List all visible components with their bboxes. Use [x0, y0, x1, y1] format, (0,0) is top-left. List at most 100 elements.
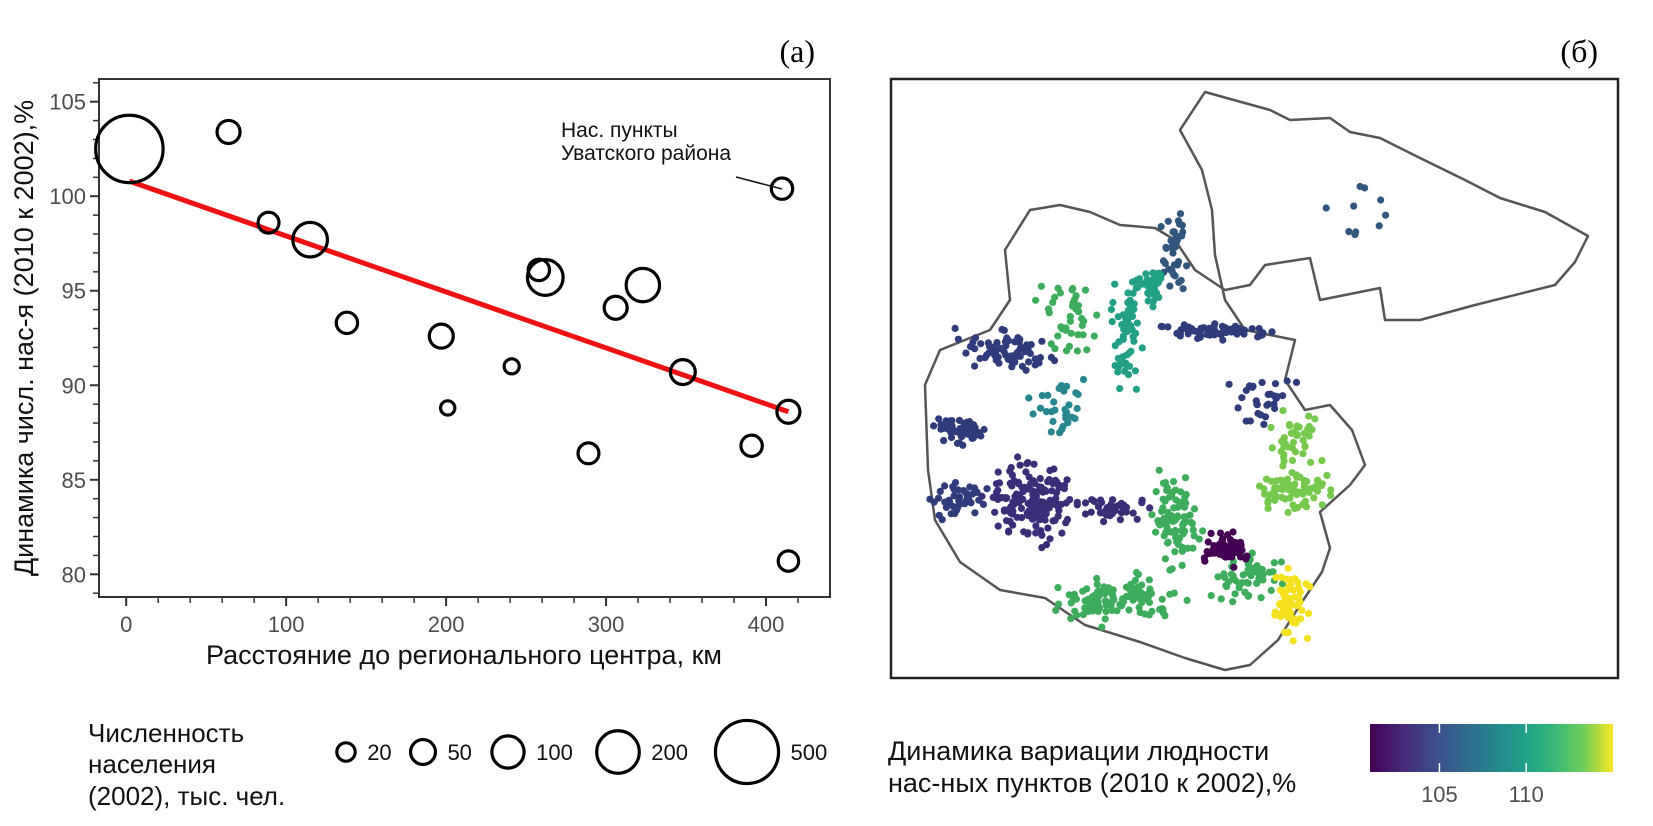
- settlement-dot: [1267, 586, 1275, 595]
- settlement-dot: [1229, 528, 1237, 536]
- settlement-dot: [1093, 311, 1101, 319]
- settlement-dot: [1162, 244, 1170, 252]
- settlement-dot: [1295, 594, 1303, 602]
- settlement-dot: [995, 479, 1004, 487]
- settlement-dot: [1237, 541, 1245, 549]
- size-key-circle: [713, 718, 781, 786]
- settlement-dot: [1261, 490, 1269, 498]
- settlement-dot: [1019, 488, 1027, 496]
- settlement-dot: [960, 487, 968, 495]
- settlement-dot: [1128, 326, 1136, 334]
- settlement-dot: [1051, 406, 1059, 414]
- settlement-dot: [1241, 588, 1249, 596]
- size-key-label: 20: [367, 740, 391, 765]
- settlement-dot: [1302, 503, 1310, 511]
- settlement-dot: [1124, 306, 1132, 314]
- settlement-dot: [1066, 313, 1074, 321]
- settlement-dot: [1014, 453, 1022, 461]
- settlement-dot: [1060, 485, 1068, 493]
- colorbar-ticks: 105 110: [1421, 724, 1544, 807]
- settlement-dot: [1134, 591, 1142, 599]
- y-tick-label: 100: [49, 184, 86, 209]
- settlement-dot: [1203, 548, 1211, 556]
- settlement-dot: [1063, 382, 1071, 390]
- settlement-dot: [1283, 377, 1291, 385]
- settlement-dot: [1097, 589, 1105, 597]
- settlement-dot: [1039, 486, 1047, 494]
- settlement-dot: [1277, 476, 1285, 484]
- settlement-dot: [1125, 606, 1133, 614]
- settlement-dot: [1178, 561, 1186, 570]
- points-group: [94, 113, 802, 573]
- settlement-dot: [1107, 305, 1115, 314]
- size-key-label: 50: [447, 740, 471, 765]
- settlement-dot: [1044, 391, 1052, 399]
- settlement-dot: [1227, 570, 1236, 578]
- settlement-dot: [1175, 534, 1184, 542]
- settlement-dot: [941, 482, 949, 490]
- settlement-dot: [1044, 524, 1052, 532]
- settlement-dot: [1361, 184, 1369, 192]
- settlement-dot: [1288, 456, 1297, 465]
- settlement-dot: [994, 468, 1002, 476]
- settlement-dot: [1149, 303, 1157, 311]
- settlement-dot: [1220, 325, 1228, 333]
- settlement-dot: [1144, 289, 1152, 297]
- settlement-dot: [1145, 576, 1153, 584]
- settlement-dot: [963, 494, 972, 502]
- settlement-dot: [1119, 597, 1127, 605]
- settlement-dot: [1382, 211, 1390, 219]
- settlement-dot: [1154, 517, 1162, 525]
- settlement-dot: [1001, 494, 1009, 502]
- settlement-dot: [1121, 367, 1129, 375]
- settlement-dot: [1216, 529, 1225, 537]
- settlement-dot: [1310, 494, 1318, 502]
- settlement-dot: [1170, 271, 1178, 279]
- settlement-dot: [1029, 491, 1037, 499]
- settlement-dot: [1074, 331, 1082, 339]
- data-point: [334, 310, 360, 336]
- settlement-dot: [1074, 390, 1082, 398]
- panel-b-tag: (б): [1560, 33, 1598, 69]
- y-tick-label: 80: [62, 562, 86, 587]
- settlement-dot: [1299, 490, 1307, 498]
- settlement-dot: [1166, 282, 1174, 290]
- y-tick-label: 95: [62, 279, 86, 304]
- settlement-dot: [1190, 505, 1199, 513]
- settlement-dot: [1209, 547, 1217, 555]
- settlement-dot: [1083, 346, 1091, 354]
- size-legend-title-2: населения: [88, 749, 216, 779]
- panel-b: (б): [889, 33, 1620, 680]
- settlement-dot: [1005, 528, 1013, 536]
- size-legend-title-1: Численность: [88, 718, 244, 748]
- settlement-dot: [1164, 323, 1172, 331]
- settlement-dot: [1032, 529, 1040, 537]
- settlement-dot: [1240, 330, 1248, 338]
- axis-ticks: 0 100 200 300 400 80 85 90 95 100 105: [49, 82, 799, 637]
- settlement-dot: [1028, 503, 1037, 511]
- settlement-dot: [1301, 497, 1310, 505]
- settlement-dot: [1305, 412, 1313, 420]
- data-point: [94, 113, 165, 185]
- settlement-dot: [1035, 359, 1043, 367]
- size-key-circle: [490, 734, 526, 770]
- settlement-dot: [1108, 590, 1117, 598]
- settlement-dot: [1175, 278, 1183, 287]
- settlement-dot: [1200, 554, 1208, 562]
- settlement-dot: [1226, 536, 1234, 544]
- settlement-dot: [1132, 568, 1141, 577]
- settlement-dot: [1327, 491, 1335, 500]
- settlement-dot: [1296, 588, 1304, 596]
- settlement-dot: [1058, 425, 1066, 434]
- settlement-dot: [983, 351, 991, 359]
- settlement-dot: [1289, 438, 1297, 447]
- settlement-dot: [1021, 348, 1029, 356]
- settlement-dot: [1014, 334, 1022, 342]
- settlement-dot: [1133, 515, 1141, 523]
- settlement-dot: [1184, 544, 1192, 552]
- settlement-dot: [1285, 594, 1293, 602]
- settlement-dot: [1069, 596, 1077, 604]
- settlement-dot: [1228, 553, 1236, 561]
- settlement-dot: [943, 424, 951, 432]
- settlement-dot: [1207, 529, 1215, 538]
